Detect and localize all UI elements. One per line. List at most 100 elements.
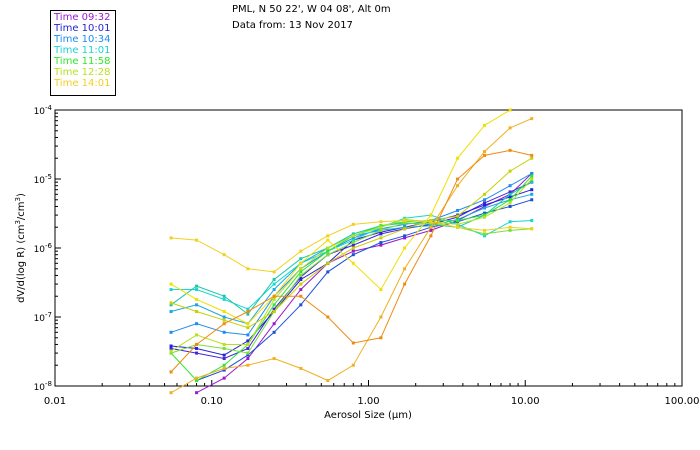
data-point [351,241,355,245]
data-point [351,246,355,250]
data-point [246,357,250,361]
data-point [272,297,276,301]
data-point [299,275,303,279]
data-point [508,126,512,130]
data-point [246,353,250,357]
data-point [326,261,330,265]
data-point [169,301,173,305]
data-point [169,346,173,350]
data-point [508,108,512,112]
data-point [169,288,173,292]
data-point [351,261,355,265]
data-point [508,228,512,232]
series-time-12-28 [169,177,534,353]
data-point [299,249,303,253]
data-point [169,370,173,374]
data-point [403,219,407,223]
data-point [483,153,487,157]
y-tick-label: 10-5 [34,173,52,186]
data-point [351,243,355,247]
legend-entry: Time 11:58 [54,56,111,67]
data-point [508,169,512,173]
data-point [169,236,173,240]
data-point [246,267,250,271]
data-point [169,391,173,395]
data-point [483,123,487,127]
data-point [246,322,250,326]
series-time-14-01 [169,108,512,326]
data-point [246,312,250,316]
legend-entry: Time 12:28 [54,67,111,78]
y-axis-label-suffix: ) [16,193,27,197]
data-point [222,253,226,257]
data-point [299,288,303,292]
data-point [272,282,276,286]
data-point [326,246,330,250]
data-point [195,376,199,380]
data-point [222,310,226,314]
data-point [483,228,487,232]
data-point [222,318,226,322]
data-point [299,273,303,277]
data-point [456,177,460,181]
data-point [169,351,173,355]
data-point [326,270,330,274]
data-point [508,198,512,202]
x-tick-label: 0.01 [44,396,66,407]
y-tick-label: 10-7 [34,311,52,324]
data-point [379,243,383,247]
data-point [222,376,226,380]
data-point [530,219,534,223]
data-point [299,282,303,286]
data-point [379,220,383,224]
data-point [222,294,226,298]
data-point [351,249,355,253]
data-point [351,236,355,240]
data-point [429,220,433,224]
data-point [272,322,276,326]
data-point [222,357,226,361]
data-point [403,282,407,286]
data-point [508,190,512,194]
data-point [169,310,173,314]
data-point [483,201,487,205]
data-point [456,225,460,229]
data-point [483,232,487,236]
data-point [299,303,303,307]
data-point [169,344,173,348]
data-point [195,333,199,337]
data-point [195,310,199,314]
data-point [403,225,407,229]
data-point [379,336,383,340]
data-point [483,215,487,219]
x-tick-label: 0.10 [201,396,223,407]
data-point [403,221,407,225]
data-point [169,303,173,307]
data-point [508,148,512,152]
data-point [508,195,512,199]
data-point [169,330,173,334]
data-point [299,261,303,265]
data-point [483,150,487,154]
data-point [483,203,487,207]
data-point [379,236,383,240]
data-point [530,174,534,178]
y-axis-label-exp-2: 3 [14,197,22,201]
data-point [456,222,460,226]
data-point [530,192,534,196]
data-point [530,117,534,121]
data-point [272,270,276,274]
data-point [299,277,303,281]
data-point [326,315,330,319]
data-point [456,156,460,160]
y-axis-label: dV/d(log R) (cm3/cm3) [14,193,27,303]
data-point [403,227,407,231]
series-line [170,178,533,352]
legend-entry: Time 10:01 [54,23,111,34]
series-layer [169,108,534,395]
series-line [170,181,532,315]
data-point [326,253,330,257]
data-point [530,153,534,157]
data-point [351,341,355,345]
data-point [246,342,250,346]
